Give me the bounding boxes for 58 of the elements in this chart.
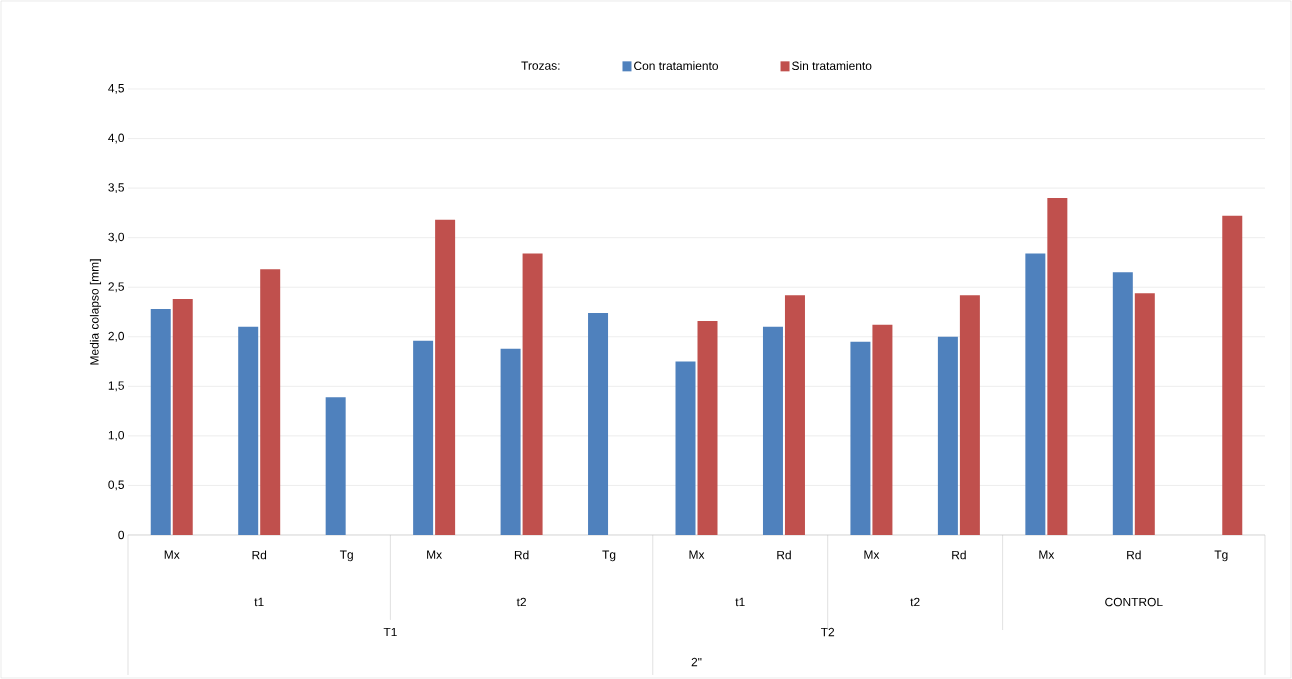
bar xyxy=(238,326,259,535)
bar xyxy=(1134,293,1155,535)
legend-title: Trozas: xyxy=(521,61,560,70)
text: CONTROL xyxy=(1105,597,1163,607)
x-tick-label: Rd xyxy=(777,550,791,560)
y-tick-label: 4,5 xyxy=(108,84,124,94)
text: 2" xyxy=(691,657,702,667)
bar xyxy=(1112,272,1133,535)
x-tick-label: Mx xyxy=(1039,550,1055,559)
y-tick-label: 2,0 xyxy=(108,331,125,342)
x-tick-label: Mx xyxy=(427,550,442,559)
text: t2 xyxy=(910,597,920,607)
bar xyxy=(675,361,696,535)
y-tick-label: 3,5 xyxy=(108,183,124,194)
bar xyxy=(150,309,171,535)
y-tick-label: 1,0 xyxy=(108,430,125,441)
bar xyxy=(1025,253,1046,535)
bar xyxy=(1222,215,1243,535)
y-tick-label: 1,5 xyxy=(108,381,124,392)
bar xyxy=(500,348,521,535)
bar xyxy=(522,253,543,535)
bar xyxy=(937,336,958,535)
text: t1 xyxy=(735,597,745,607)
y-tick-label: 0 xyxy=(118,530,125,540)
x-tick-label: Tg xyxy=(339,550,353,562)
x-tick-label: Tg xyxy=(1214,550,1228,562)
x-tick-label: Rd xyxy=(252,550,267,560)
x-tick-label: Mx xyxy=(689,550,705,559)
x-tick-label: Rd xyxy=(952,550,966,560)
text: T2 xyxy=(820,627,835,637)
bar xyxy=(260,269,281,535)
y-tick-label: 3,0 xyxy=(108,232,125,243)
y-tick-label: 0,5 xyxy=(108,480,124,491)
x-tick-label: Tg xyxy=(602,550,616,562)
text: T1 xyxy=(383,627,397,637)
y-tick-label: 4,0 xyxy=(108,133,125,144)
bar xyxy=(172,299,193,535)
bar xyxy=(588,312,609,535)
bar xyxy=(872,324,893,535)
bar xyxy=(325,397,346,535)
bar xyxy=(435,219,456,535)
text: t1 xyxy=(254,597,264,607)
y-tick-label: 2,5 xyxy=(108,282,124,293)
bar xyxy=(959,295,980,535)
bar xyxy=(784,295,805,535)
bar xyxy=(697,320,718,535)
bar xyxy=(1047,198,1068,535)
bar xyxy=(850,341,871,535)
x-tick-label: Rd xyxy=(514,550,529,560)
legend-label: Sin tratamiento xyxy=(792,61,872,71)
bar xyxy=(762,326,783,535)
y-axis-title: Media colapso [mm] xyxy=(89,259,102,365)
bar xyxy=(413,340,434,535)
x-tick-label: Mx xyxy=(164,550,180,559)
legend-label: Con tratamiento xyxy=(634,61,719,71)
x-tick-label: Rd xyxy=(1127,550,1141,560)
text: t2 xyxy=(516,597,526,607)
x-tick-label: Mx xyxy=(864,550,880,559)
